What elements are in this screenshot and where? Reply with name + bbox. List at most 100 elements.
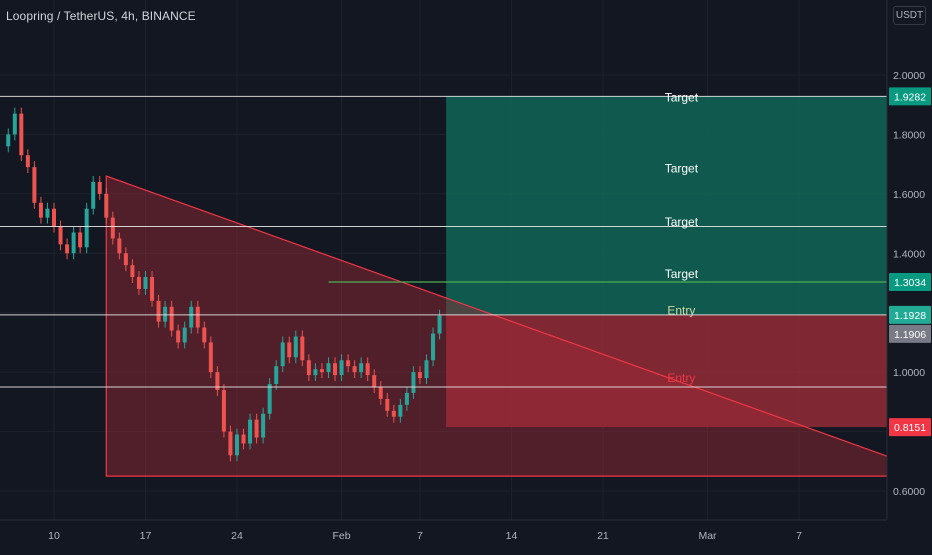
- candle-body-2: [19, 113, 24, 156]
- candle-body-43: [287, 342, 292, 358]
- x-tick-label-2: 24: [231, 530, 243, 542]
- candle-body-3: [25, 155, 30, 168]
- candle-body-19: [130, 265, 135, 278]
- candle-body-62: [411, 372, 416, 393]
- candle-body-33: [221, 389, 226, 432]
- candle-body-25: [169, 306, 174, 331]
- currency-badge[interactable]: USDT: [893, 6, 926, 25]
- candle-body-50: [333, 363, 338, 376]
- y-tick-label-7: 0.6000: [893, 486, 925, 498]
- candle-body-38: [254, 419, 259, 438]
- time-axis[interactable]: 10 17 24 Feb 7 14 21 Mar 7: [48, 530, 802, 542]
- x-tick-label-5: 14: [506, 530, 518, 542]
- drawing-label-3: Target: [665, 267, 699, 281]
- candle-body-59: [391, 410, 396, 417]
- x-tick-label-0: 10: [48, 530, 60, 542]
- candle-body-35: [234, 434, 239, 456]
- candle-body-10: [71, 232, 76, 254]
- candle-body-54: [359, 363, 364, 373]
- price-badges: 1.9282 1.3034 1.1928 1.1906 0.8151: [889, 87, 931, 437]
- candle-body-11: [78, 232, 83, 248]
- candle-body-23: [156, 300, 161, 322]
- price-badge-bg-4: [889, 418, 931, 437]
- candle-body-37: [248, 419, 253, 444]
- candle-body-47: [313, 369, 318, 376]
- target-zone: [446, 96, 932, 315]
- price-badge-bg-2: [889, 305, 931, 324]
- candle-body-17: [117, 238, 122, 254]
- candle-body-42: [280, 342, 285, 367]
- candles: [6, 107, 442, 462]
- drawing-label-0: Target: [665, 90, 699, 104]
- candle-body-5: [38, 202, 43, 218]
- drawing-label-2: Target: [665, 215, 699, 229]
- y-tick-label-5: 1.0000: [893, 367, 925, 379]
- time-axis-background: [0, 520, 932, 550]
- price-badge-bg-3: [889, 324, 931, 343]
- candle-body-12: [84, 208, 89, 248]
- x-tick-label-3: Feb: [332, 530, 350, 542]
- candle-body-63: [417, 372, 422, 379]
- candle-body-66: [437, 315, 442, 334]
- descending-triangle: [105, 175, 932, 477]
- price-badge-label-4: 0.8151: [894, 422, 926, 434]
- y-tick-label-0: 2.0000: [893, 70, 925, 82]
- candle-body-56: [372, 375, 377, 387]
- candle-body-60: [398, 404, 403, 417]
- price-badge-label-0: 1.9282: [894, 91, 926, 103]
- y-tick-label-2: 1.6000: [893, 189, 925, 201]
- price-badge-label-3: 1.1906: [894, 329, 926, 341]
- candle-body-22: [150, 277, 155, 301]
- candle-body-6: [45, 208, 50, 218]
- x-tick-label-8: 7: [796, 530, 802, 542]
- candle-body-57: [378, 387, 383, 399]
- candle-body-51: [339, 360, 344, 376]
- candle-body-16: [110, 217, 115, 239]
- drawing-label-4: Entry: [667, 303, 695, 317]
- price-badge-label-2: 1.1928: [894, 310, 926, 322]
- candle-body-14: [97, 181, 102, 194]
- candle-body-65: [431, 333, 436, 361]
- horizontal-lines[interactable]: [0, 95, 887, 388]
- x-tick-label-4: 7: [417, 530, 423, 542]
- candle-body-15: [104, 193, 109, 218]
- candle-body-29: [195, 306, 200, 328]
- price-badge-label-1: 1.3034: [894, 277, 926, 289]
- candle-body-58: [385, 398, 390, 411]
- drawing-label-5: Entry: [667, 371, 695, 385]
- candle-body-21: [143, 277, 148, 289]
- candle-body-40: [267, 384, 272, 414]
- candle-body-18: [123, 253, 128, 266]
- stop-zone: [446, 314, 932, 428]
- candle-body-49: [326, 363, 331, 373]
- drawings[interactable]: [105, 96, 932, 477]
- price-badge-bg-1: [889, 272, 931, 291]
- candle-body-41: [274, 366, 279, 385]
- candle-body-36: [241, 434, 246, 444]
- candle-body-64: [424, 360, 429, 379]
- candle-body-27: [182, 327, 187, 343]
- candle-body-4: [32, 167, 37, 203]
- candle-body-0: [6, 134, 11, 147]
- candle-body-34: [228, 431, 233, 456]
- candle-body-8: [58, 226, 63, 245]
- y-tick-label-1: 1.8000: [893, 129, 925, 141]
- candle-body-46: [306, 360, 311, 376]
- candle-body-20: [136, 277, 141, 289]
- candle-body-45: [300, 336, 305, 361]
- y-tick-label-3: 1.4000: [893, 248, 925, 260]
- candle-body-52: [346, 360, 351, 367]
- candle-body-32: [215, 372, 220, 390]
- x-tick-label-7: Mar: [698, 530, 717, 542]
- candle-body-13: [91, 181, 96, 209]
- drawing-labels: Target Target Target Target Entry Entry: [665, 90, 699, 385]
- symbol-title: Loopring / TetherUS, 4h, BINANCE: [6, 9, 196, 23]
- candle-body-31: [208, 342, 213, 373]
- drawing-label-1: Target: [665, 162, 699, 176]
- candle-body-53: [352, 366, 357, 373]
- candle-body-44: [293, 336, 298, 358]
- candle-body-9: [65, 244, 70, 254]
- candle-body-61: [404, 392, 409, 405]
